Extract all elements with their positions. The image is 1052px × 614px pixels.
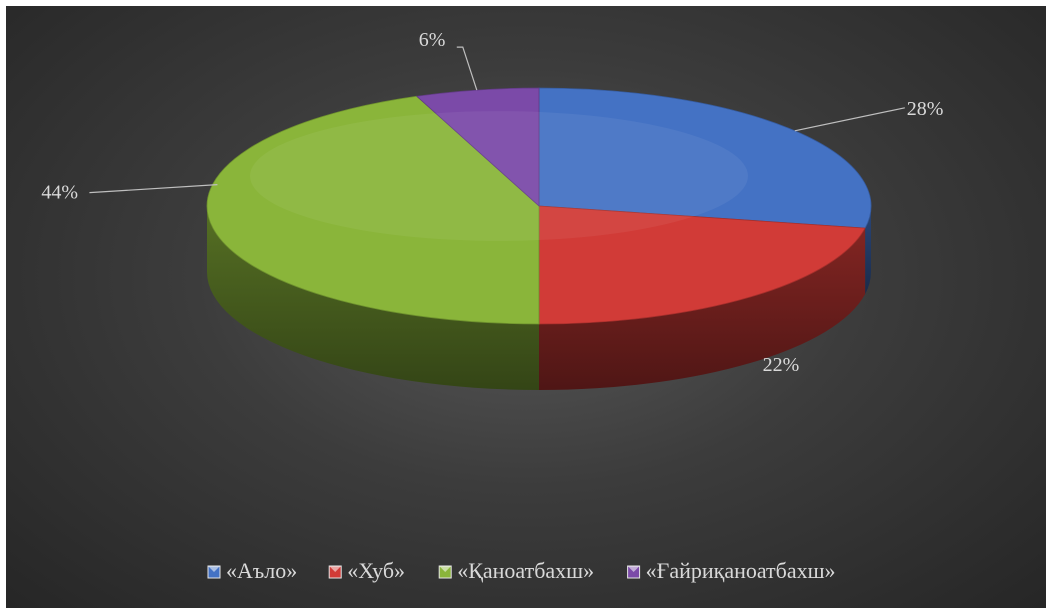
- pie-side-аъло: [865, 206, 871, 295]
- legend-label: «Аъло»: [226, 558, 297, 583]
- pie-chart: 28% 22% 44% 6% «Аъло» «Хуб» «Қаноатбахш» «Ғайр…: [41, 29, 943, 583]
- legend-label: «Ғайриқаноатбахш»: [646, 558, 836, 583]
- leader-line-ғайриқаноатбахш: [456, 46, 478, 91]
- data-label-аъло: 28%: [907, 98, 944, 120]
- legend-item-хуб: «Хуб»: [328, 558, 405, 583]
- pie-highlight: [250, 111, 748, 241]
- pie-slice-қаноатбахш: [206, 95, 540, 325]
- pie-slices: [206, 87, 872, 390]
- legend-label: «Хуб»: [347, 558, 405, 583]
- legend: «Аъло» «Хуб» «Қаноатбахш» «Ғайриқаноатбахш»: [207, 558, 836, 583]
- legend-item-қаноатбахш: «Қаноатбахш»: [438, 558, 594, 583]
- pie-slice-ғайриқаноатбахш: [415, 87, 540, 207]
- legend-swatch-shine: [208, 566, 220, 572]
- legend-item-ғайриқаноатбахш: «Ғайриқаноатбахш»: [627, 558, 836, 583]
- pie-slice-хуб: [538, 205, 866, 325]
- leader-line-қаноатбахш: [89, 184, 218, 194]
- pie-slice-аъло: [538, 87, 872, 229]
- legend-swatch-shine: [439, 566, 452, 572]
- chart-area: 28% 22% 44% 6% «Аъло» «Хуб» «Қаноатбахш» «Ғайр…: [6, 6, 1046, 608]
- data-label-қаноатбахш: 44%: [41, 182, 78, 204]
- data-label-ғайриқаноатбахш: 6%: [419, 29, 446, 51]
- legend-label: «Қаноатбахш»: [457, 558, 594, 583]
- legend-swatch-shine: [627, 566, 640, 572]
- legend-item-аъло: «Аъло»: [207, 558, 297, 583]
- legend-swatch-shine: [329, 566, 342, 572]
- data-label-хуб: 22%: [763, 354, 800, 376]
- pie-side-қаноатбахш: [207, 206, 539, 390]
- leader-line-аъло: [794, 107, 905, 132]
- data-labels: 28% 22% 44% 6%: [41, 29, 943, 376]
